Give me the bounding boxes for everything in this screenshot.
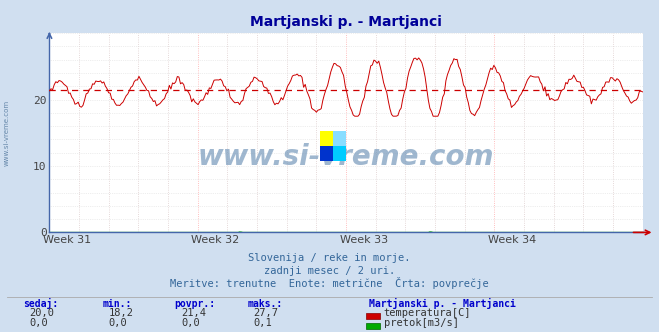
Bar [333,146,346,161]
Text: min.:: min.: [102,299,132,309]
Text: zadnji mesec / 2 uri.: zadnji mesec / 2 uri. [264,266,395,276]
Text: 27,7: 27,7 [254,308,279,318]
Text: 20,0: 20,0 [30,308,55,318]
Text: sedaj:: sedaj: [23,298,58,309]
Text: www.si-vreme.com: www.si-vreme.com [3,100,10,166]
Text: 0,0: 0,0 [30,318,48,328]
Text: Meritve: trenutne  Enote: metrične  Črta: povprečje: Meritve: trenutne Enote: metrične Črta: … [170,277,489,289]
Text: Martjanski p. - Martjanci: Martjanski p. - Martjanci [369,298,516,309]
Text: maks.:: maks.: [247,299,282,309]
Text: 0,0: 0,0 [109,318,127,328]
Text: 0,0: 0,0 [181,318,200,328]
Bar [320,131,333,146]
Text: www.si-vreme.com: www.si-vreme.com [198,143,494,171]
Text: pretok[m3/s]: pretok[m3/s] [384,318,459,328]
Text: 0,1: 0,1 [254,318,272,328]
Text: temperatura[C]: temperatura[C] [384,308,471,318]
Text: 21,4: 21,4 [181,308,206,318]
Text: 18,2: 18,2 [109,308,134,318]
Text: Slovenija / reke in morje.: Slovenija / reke in morje. [248,253,411,263]
Bar [320,146,333,161]
Text: povpr.:: povpr.: [175,299,215,309]
Title: Martjanski p. - Martjanci: Martjanski p. - Martjanci [250,15,442,29]
Bar [333,131,346,146]
